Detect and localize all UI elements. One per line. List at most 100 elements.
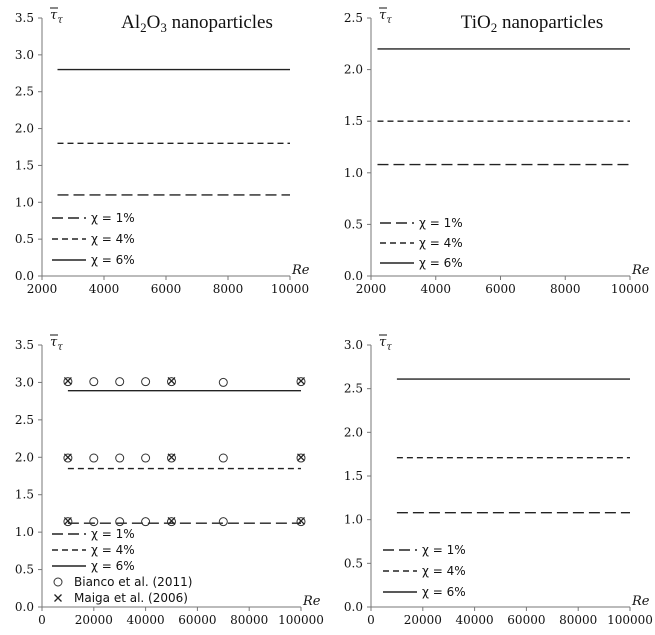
- y-tick-label: 1.5: [15, 488, 34, 502]
- marker-circle: [141, 517, 151, 527]
- y-tick-label: 2.5: [15, 85, 34, 99]
- x-tick-label: 80000: [559, 613, 597, 627]
- marker-cross: [297, 376, 305, 385]
- x-tick-label: 4000: [89, 282, 120, 296]
- x-tick-label: 60000: [178, 613, 216, 627]
- chart-title: Al2O3 nanoparticles: [121, 12, 273, 35]
- marker-circle: [167, 377, 176, 387]
- x-axis-label: Re: [631, 594, 650, 609]
- y-tick-label: 2.0: [344, 63, 363, 77]
- y-tick-label: 2.5: [344, 382, 363, 396]
- x-tick-label: 60000: [507, 613, 545, 627]
- marker-circle: [115, 517, 125, 527]
- marker-circle: [218, 453, 228, 463]
- x-tick-label: 10000: [611, 282, 649, 296]
- x-tick-label: 6000: [151, 282, 182, 296]
- marker-circle: [115, 377, 125, 387]
- legend-marker-cross: [54, 594, 62, 602]
- x-tick-label: 8000: [550, 282, 581, 296]
- chart-panel-4: 0.0 0.5 1.0 1.5 2.0 2.5 3.0 0 20000 40000 60000 800…: [344, 334, 653, 627]
- marker-circle: [296, 453, 306, 463]
- y-tick-label: 1.5: [15, 158, 34, 172]
- legend-label: χ = 4%: [91, 543, 135, 557]
- x-tick-label: 10000: [271, 282, 309, 296]
- y-tick-label: 0.0: [344, 269, 363, 283]
- y-tick-label: 2.5: [344, 11, 363, 25]
- x-axis-label: Re: [302, 594, 321, 609]
- x-tick-label: 0: [38, 613, 46, 627]
- y-tick-label: 2.0: [15, 450, 34, 464]
- marker-circle: [115, 453, 125, 463]
- marker-circle: [167, 453, 176, 463]
- y-tick-label: 3.0: [344, 338, 363, 352]
- legend-label: χ = 4%: [419, 236, 463, 250]
- legend-label: Maiga et al. (2006): [74, 591, 188, 605]
- legend-label: χ = 1%: [91, 527, 135, 541]
- legend-label: χ = 6%: [422, 585, 466, 599]
- marker-circle: [63, 453, 73, 463]
- marker-cross: [167, 516, 176, 525]
- x-tick-label: 4000: [420, 282, 451, 296]
- legend-label: χ = 1%: [91, 211, 135, 225]
- y-tick-label: 1.5: [344, 469, 363, 483]
- chart-panel-3: 0.0 0.5 1.0 1.5 2.0 2.5 3.0 3.5 0 20000 40000 60000…: [15, 334, 324, 627]
- x-tick-label: 40000: [456, 613, 494, 627]
- chart-panel-2: 0.0 0.5 1.0 1.5 2.0 2.5 2000 4000 6000 8000 10000 τ…: [344, 7, 650, 296]
- x-tick-label: 100000: [607, 613, 653, 627]
- y-axis-label: ττ: [50, 335, 63, 353]
- x-tick-label: 100000: [278, 613, 324, 627]
- marker-circle: [89, 377, 99, 387]
- y-tick-label: 0.5: [15, 232, 34, 246]
- legend-label: χ = 4%: [422, 564, 466, 578]
- y-tick-label: 1.5: [344, 114, 363, 128]
- marker-circle: [63, 377, 73, 387]
- x-axis-label: Re: [291, 263, 310, 278]
- y-axis-label: ττ: [50, 8, 63, 26]
- x-tick-label: 2000: [356, 282, 387, 296]
- x-tick-label: 40000: [127, 613, 165, 627]
- y-tick-label: 1.0: [15, 525, 34, 539]
- y-tick-label: 3.0: [15, 48, 34, 62]
- legend-label: χ = 1%: [419, 216, 463, 230]
- marker-circle: [89, 453, 99, 463]
- marker-cross: [167, 453, 176, 462]
- x-tick-label: 6000: [485, 282, 516, 296]
- chart-panel-1: 0.0 0.5 1.0 1.5 2.0 2.5 3.0 3.5 2000 4000 6000 8000…: [15, 7, 310, 296]
- y-tick-label: 0.5: [344, 217, 363, 231]
- y-tick-label: 2.5: [15, 413, 34, 427]
- y-tick-label: 1.0: [344, 166, 363, 180]
- marker-cross: [63, 376, 72, 385]
- x-tick-label: 2000: [27, 282, 58, 296]
- y-tick-label: 3.0: [15, 375, 34, 389]
- x-tick-label: 8000: [213, 282, 244, 296]
- y-tick-label: 1.0: [344, 513, 363, 527]
- legend-label: Bianco et al. (2011): [74, 575, 192, 589]
- legend-label: χ = 1%: [422, 543, 466, 557]
- marker-circle: [141, 453, 151, 463]
- y-tick-label: 0.0: [15, 600, 34, 614]
- x-tick-label: 80000: [230, 613, 268, 627]
- y-tick-label: 0.0: [15, 269, 34, 283]
- marker-circle: [141, 377, 151, 387]
- marker-cross: [297, 453, 305, 462]
- legend-marker-circle: [53, 577, 63, 587]
- marker-circle: [218, 517, 228, 527]
- x-tick-label: 20000: [75, 613, 113, 627]
- chart-title: TiO2 nanoparticles: [461, 12, 604, 35]
- y-tick-label: 2.0: [15, 122, 34, 136]
- legend-label: χ = 6%: [419, 256, 463, 270]
- marker-circle: [63, 517, 73, 527]
- y-tick-label: 2.0: [344, 425, 363, 439]
- marker-circle: [296, 517, 306, 527]
- legend-label: χ = 4%: [91, 232, 135, 246]
- marker-cross: [297, 516, 305, 525]
- legend-label: χ = 6%: [91, 253, 135, 267]
- marker-cross: [167, 376, 176, 385]
- y-tick-label: 0.5: [15, 563, 34, 577]
- y-axis-label: ττ: [379, 335, 392, 353]
- marker-cross: [63, 453, 72, 462]
- y-tick-label: 0.5: [344, 556, 363, 570]
- x-tick-label: 20000: [404, 613, 442, 627]
- y-tick-label: 3.5: [15, 338, 34, 352]
